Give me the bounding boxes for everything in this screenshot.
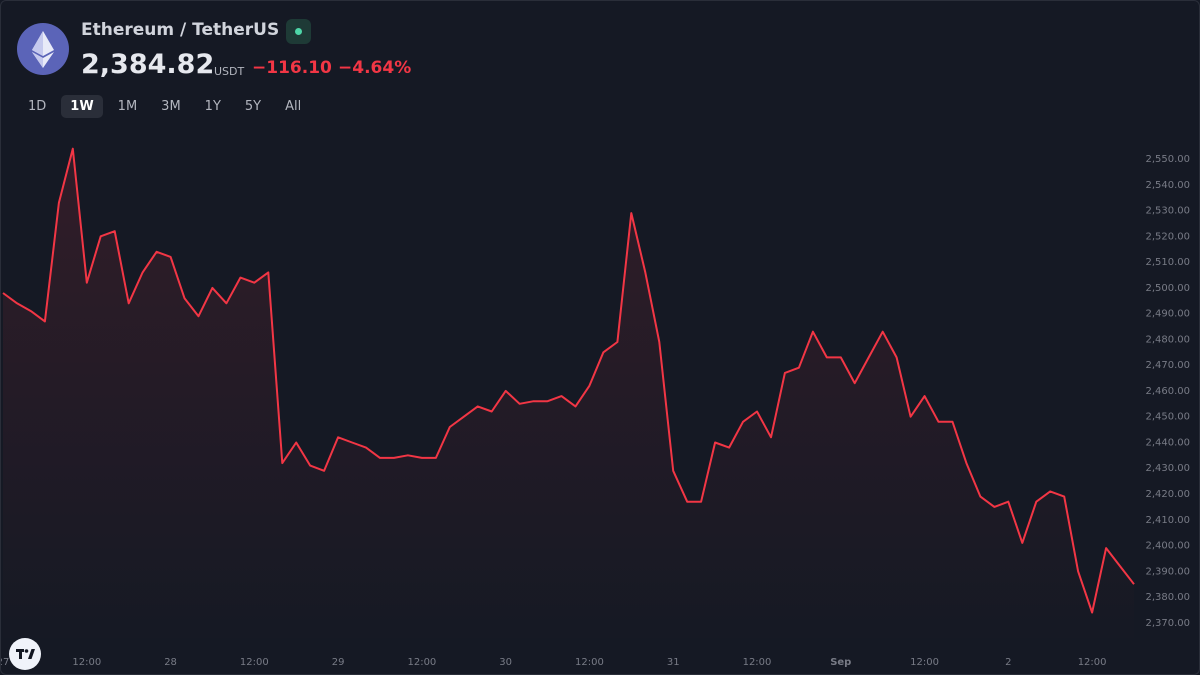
y-tick-label: 2,440.00 <box>1145 437 1190 448</box>
change-percent: −4.64% <box>338 58 412 78</box>
y-tick-label: 2,530.00 <box>1145 206 1190 217</box>
y-tick-label: 2,480.00 <box>1145 334 1190 345</box>
y-tick-label: 2,470.00 <box>1145 360 1190 371</box>
x-tick-label: 28 <box>164 657 177 668</box>
y-tick-label: 2,540.00 <box>1145 180 1190 191</box>
symbol-title: Ethereum / TetherUS <box>81 20 280 40</box>
y-tick-label: 2,390.00 <box>1145 566 1190 577</box>
price-line <box>2 147 1135 614</box>
x-tick-label: 12:00 <box>72 657 101 668</box>
y-tick-label: 2,450.00 <box>1145 412 1190 423</box>
tradingview-logo[interactable] <box>9 638 41 670</box>
x-tick-label: 12:00 <box>407 657 436 668</box>
y-tick-label: 2,520.00 <box>1145 231 1190 242</box>
y-tick-label: 2,400.00 <box>1145 541 1190 552</box>
y-tick-label: 2,510.00 <box>1145 257 1190 268</box>
range-button[interactable]: 5Y <box>244 99 262 114</box>
tradingview-icon <box>16 649 35 659</box>
y-tick-label: 2,550.00 <box>1145 154 1190 165</box>
y-tick-label: 2,460.00 <box>1145 386 1190 397</box>
x-tick-label: 12:00 <box>910 657 939 668</box>
ethereum-logo <box>17 23 69 75</box>
range-button[interactable]: All <box>285 99 302 114</box>
x-tick-label: 30 <box>499 657 512 668</box>
x-tick-label: 12:00 <box>1078 657 1107 668</box>
currency: USDT <box>214 65 245 78</box>
y-tick-label: 2,430.00 <box>1145 463 1190 474</box>
range-button[interactable]: 1M <box>117 99 138 114</box>
range-selector: 1D 1W 1M 3M 1Y 5Y All <box>19 95 316 118</box>
y-tick-label: 2,420.00 <box>1145 489 1190 500</box>
x-tick-label: 31 <box>667 657 680 668</box>
range-button[interactable]: 1Y <box>204 99 221 114</box>
y-tick-label: 2,410.00 <box>1145 515 1190 526</box>
y-tick-label: 2,490.00 <box>1145 309 1190 320</box>
area-fill <box>3 148 1134 646</box>
price: 2,384.82 <box>81 49 215 80</box>
x-tick-label: 12:00 <box>575 657 604 668</box>
y-tick-label: 2,370.00 <box>1145 618 1190 629</box>
x-tick-label: 29 <box>332 657 345 668</box>
x-tick-label: Sep <box>830 657 851 668</box>
x-tick-label: 2 <box>1005 657 1011 668</box>
y-tick-label: 2,380.00 <box>1145 592 1190 603</box>
market-status <box>286 19 311 44</box>
range-button[interactable]: 1W <box>61 95 103 118</box>
y-tick-label: 2,500.00 <box>1145 283 1190 294</box>
change: −116.10 <box>252 58 332 78</box>
x-tick-label: 12:00 <box>743 657 772 668</box>
range-button[interactable]: 1D <box>28 99 47 114</box>
x-tick-label: 12:00 <box>240 657 269 668</box>
x-tick-label: 27 <box>1 657 9 668</box>
range-button[interactable]: 3M <box>161 99 181 114</box>
